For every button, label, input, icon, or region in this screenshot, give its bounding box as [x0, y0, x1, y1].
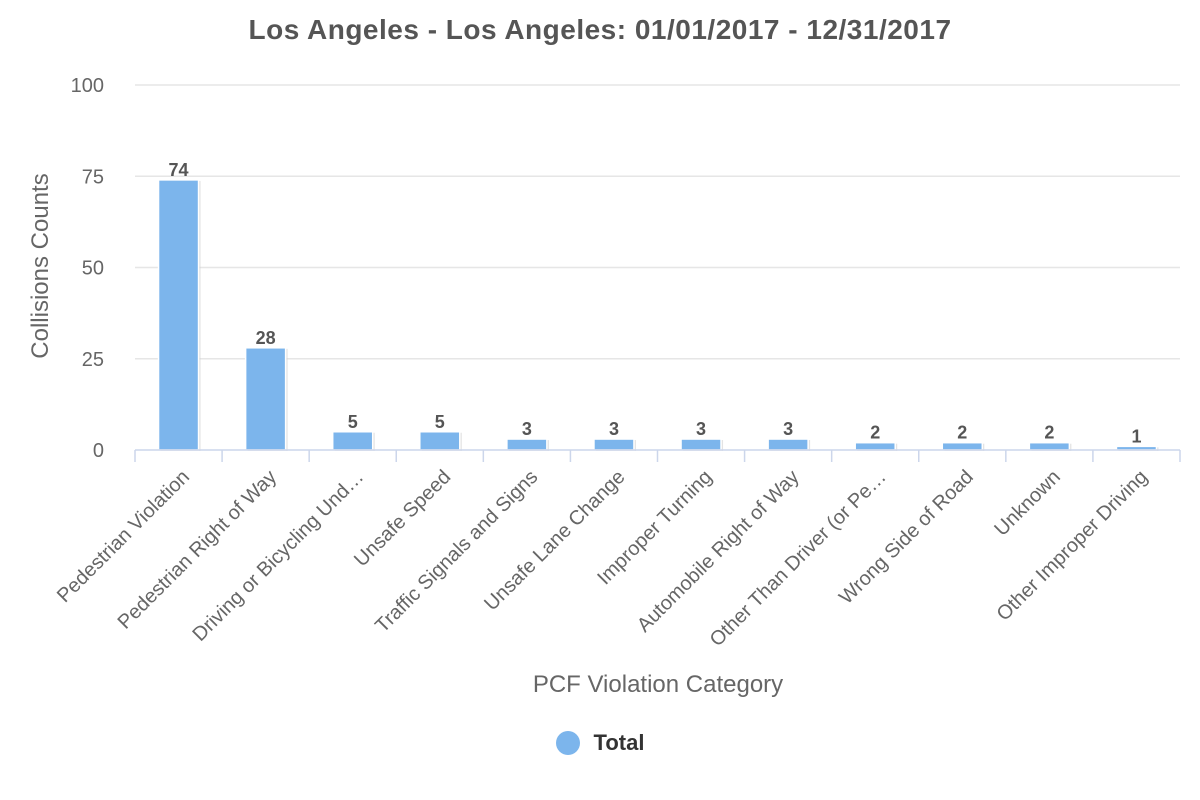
x-tick-label: Unsafe Lane Change [480, 466, 629, 615]
bars [157, 179, 1159, 451]
data-label: 5 [435, 412, 445, 432]
data-label: 2 [1044, 423, 1054, 443]
bar[interactable] [331, 431, 374, 451]
x-tick-label: Other Than Driver (or Pe… [706, 466, 891, 651]
x-tick-label: Automobile Right of Way [633, 466, 804, 637]
bar[interactable] [854, 441, 896, 451]
data-label: 28 [256, 328, 276, 348]
bar[interactable] [941, 441, 984, 451]
y-tick-label: 0 [93, 440, 104, 462]
y-axis-ticks: 0 25 50 75 100 [71, 75, 104, 462]
gridlines [135, 84, 1180, 360]
legend-item-total[interactable]: Total [555, 730, 645, 756]
bar[interactable] [244, 347, 287, 451]
bar[interactable] [419, 431, 461, 451]
legend-label: Total [593, 730, 645, 755]
data-label: 3 [783, 419, 793, 439]
data-label: 5 [348, 412, 358, 432]
bar[interactable] [1028, 441, 1071, 451]
data-label: 3 [696, 419, 706, 439]
data-label: 2 [957, 423, 967, 443]
data-labels: 74 28 5 5 3 3 3 3 2 2 2 1 [169, 160, 1142, 446]
data-label: 3 [522, 419, 532, 439]
bar[interactable] [506, 438, 548, 451]
y-tick-label: 75 [82, 166, 104, 188]
x-tick-label: Unknown [990, 466, 1065, 541]
bar[interactable] [593, 438, 635, 451]
data-label: 1 [1131, 426, 1141, 446]
legend-symbol-circle-icon [555, 731, 580, 755]
x-axis [134, 449, 1181, 462]
data-label: 2 [870, 423, 880, 443]
x-axis-title: PCF Violation Category [533, 671, 783, 698]
legend: Total [0, 730, 1200, 756]
x-tick-label: Pedestrian Right of Way [114, 466, 282, 634]
y-tick-label: 100 [71, 75, 104, 97]
x-tick-label: Other Improper Driving [993, 466, 1152, 625]
data-label: 74 [169, 160, 189, 180]
x-tick-label: Traffic Signals and Signs [371, 466, 542, 637]
bar[interactable] [157, 179, 200, 451]
data-label: 3 [609, 419, 619, 439]
bar[interactable] [767, 438, 809, 451]
x-tick-label: Driving or Bicycling Und… [188, 466, 368, 646]
y-tick-label: 50 [82, 258, 104, 280]
y-tick-label: 25 [82, 349, 104, 371]
bar[interactable] [680, 438, 722, 451]
chart-title: Los Angeles - Los Angeles: 01/01/2017 - … [248, 14, 952, 45]
y-axis-title: Collisions Counts [27, 173, 54, 358]
